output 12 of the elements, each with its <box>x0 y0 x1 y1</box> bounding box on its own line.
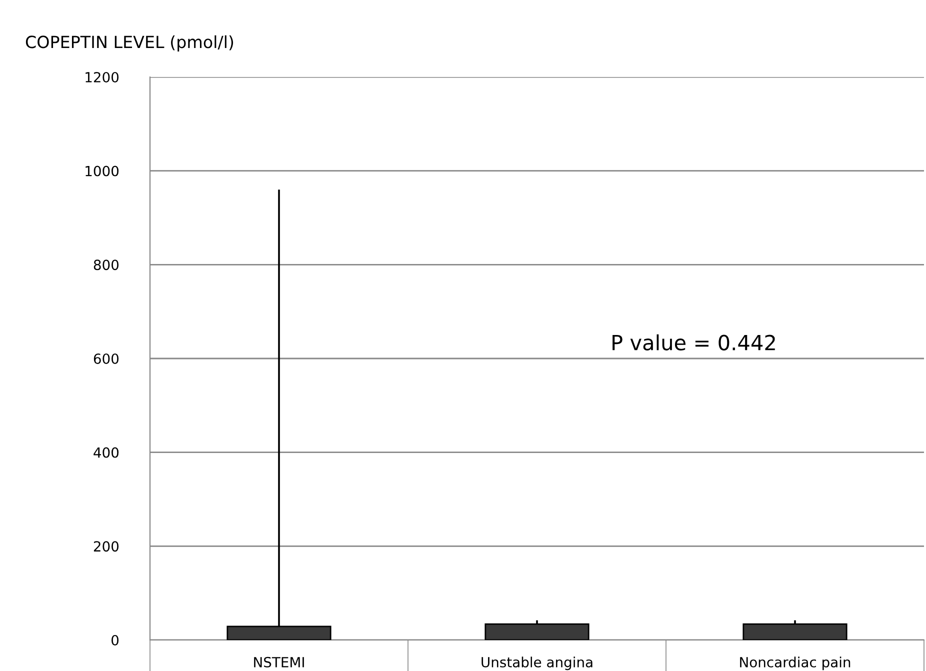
y-tick-label: 0 <box>112 634 119 646</box>
y-tick-label: 1000 <box>86 166 119 176</box>
x-tick-label: Unstable angina <box>482 656 592 670</box>
x-tick-label: NSTEMI <box>254 656 304 668</box>
y-tick-label: 200 <box>94 541 119 552</box>
y-tick-label: 600 <box>94 353 119 364</box>
annotation: P value = 0.442 <box>612 334 775 350</box>
y-tick-label: 800 <box>94 260 119 270</box>
y-tick-label: 400 <box>94 447 119 458</box>
chart-title: COPEPTIN LEVEL (pmol/l) <box>26 35 234 52</box>
y-tick-label: 1200 <box>86 72 119 82</box>
x-tick-label: Noncardiac pain <box>740 656 850 670</box>
